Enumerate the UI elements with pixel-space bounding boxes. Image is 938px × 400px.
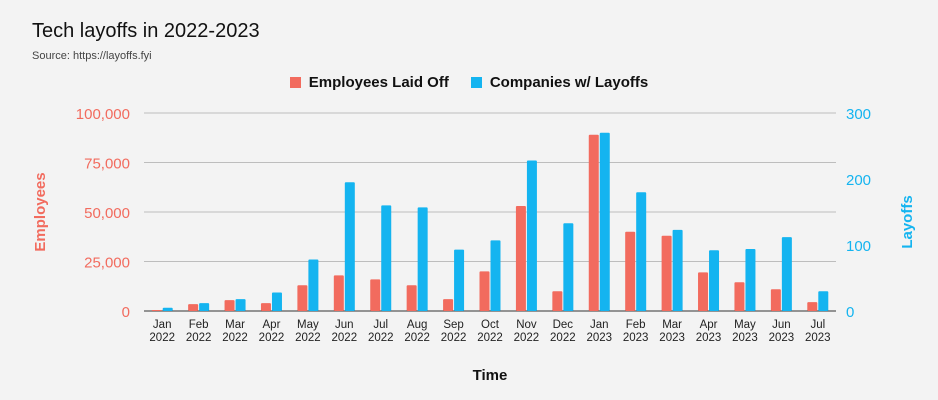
bar-companies	[417, 207, 428, 311]
x-tick-label-month: Feb	[626, 319, 646, 331]
bar-employees	[807, 302, 818, 311]
y-left-axis-title: Employees	[32, 172, 49, 251]
legend-swatch-companies	[470, 77, 482, 88]
x-tick-label-year: 2022	[368, 332, 394, 344]
x-tick-label-year: 2022	[332, 332, 358, 344]
x-tick-label-month: Mar	[225, 319, 245, 331]
bar-companies	[199, 303, 210, 311]
x-tick-label-year: 2023	[586, 332, 612, 344]
bar-companies	[599, 132, 610, 311]
x-tick-label-year: 2022	[441, 332, 467, 344]
y-right-tick-label: 0	[846, 304, 854, 321]
x-tick-label-month: Jan	[590, 319, 609, 331]
bar-companies	[381, 205, 392, 311]
bar-employees	[151, 310, 162, 311]
x-tick-label-month: Jul	[373, 319, 388, 331]
y-right-tick-label: 100	[846, 238, 871, 255]
y-left-tick-label: 75,000	[84, 156, 130, 173]
x-tick-label-month: Apr	[263, 319, 281, 331]
x-tick-label-year: 2023	[769, 332, 795, 344]
x-tick-label-year: 2023	[696, 332, 722, 344]
x-tick-label-year: 2022	[149, 332, 175, 344]
x-tick-label-year: 2022	[514, 332, 540, 344]
bar-employees	[734, 282, 745, 311]
x-tick-label-year: 2022	[550, 332, 576, 344]
legend-label-employees: Employees Laid Off	[308, 74, 449, 91]
bar-companies	[526, 160, 537, 311]
bar-employees	[770, 289, 781, 311]
x-tick-label-year: 2022	[404, 332, 430, 344]
bar-companies	[271, 292, 282, 311]
bar-companies	[235, 299, 246, 311]
bar-companies	[563, 223, 574, 311]
y-left-tick-label: 25,000	[84, 255, 130, 272]
bar-employees	[479, 271, 490, 311]
bar-employees	[260, 303, 271, 311]
x-tick-label-month: Aug	[407, 319, 427, 331]
x-tick-label-year: 2022	[477, 332, 503, 344]
y-right-tick-label: 200	[846, 172, 871, 189]
bar-companies	[490, 240, 501, 311]
x-tick-label-year: 2022	[222, 332, 248, 344]
legend: Employees Laid Off Companies w/ Layoffs	[0, 74, 938, 91]
bar-employees	[515, 206, 526, 311]
bar-employees	[370, 279, 381, 311]
x-tick-label-month: Jan	[153, 319, 172, 331]
bar-companies	[672, 229, 683, 311]
bar-employees	[333, 275, 344, 311]
bar-employees	[188, 304, 199, 311]
x-tick-label-year: 2023	[805, 332, 831, 344]
bar-employees	[406, 285, 417, 311]
bar-companies	[781, 237, 792, 311]
bar-companies	[818, 291, 829, 311]
x-tick-label-month: Jun	[772, 319, 791, 331]
x-tick-label-year: 2023	[732, 332, 758, 344]
x-tick-label-month: May	[297, 319, 319, 331]
bar-companies	[709, 250, 720, 311]
bar-employees	[443, 299, 454, 311]
bar-companies	[636, 192, 647, 311]
y-left-tick-label: 100,000	[76, 106, 130, 123]
x-tick-label-month: May	[734, 319, 756, 331]
x-tick-label-month: Jun	[335, 319, 354, 331]
x-tick-label-year: 2023	[659, 332, 685, 344]
x-tick-label-month: Sep	[443, 319, 463, 331]
y-left-tick-label: 0	[122, 304, 130, 321]
y-left-tick-label: 50,000	[84, 205, 130, 222]
y-right-tick-label: 300	[846, 106, 871, 123]
legend-item-companies[interactable]: Companies w/ Layoffs	[470, 74, 649, 91]
x-tick-label-year: 2022	[259, 332, 285, 344]
bar-companies	[308, 259, 319, 311]
legend-label-companies: Companies w/ Layoffs	[489, 74, 649, 91]
x-tick-label-year: 2022	[295, 332, 321, 344]
x-tick-label-year: 2023	[623, 332, 649, 344]
bar-employees	[588, 134, 599, 311]
legend-item-employees[interactable]: Employees Laid Off	[289, 74, 449, 91]
x-tick-label-month: Mar	[662, 319, 682, 331]
x-tick-label-month: Oct	[481, 319, 500, 331]
x-tick-label-month: Nov	[516, 319, 537, 331]
bar-employees	[552, 291, 563, 311]
legend-swatch-employees	[289, 77, 301, 88]
bar-companies	[454, 249, 465, 311]
bar-employees	[625, 231, 636, 311]
bar-companies	[745, 248, 756, 311]
bar-companies	[344, 182, 355, 311]
bar-employees	[698, 272, 709, 311]
x-tick-label-month: Feb	[189, 319, 209, 331]
chart-title: Tech layoffs in 2022-2023	[32, 20, 260, 42]
y-right-axis-title: Layoffs	[899, 195, 916, 248]
x-tick-label-month: Jul	[810, 319, 825, 331]
x-tick-label-month: Apr	[700, 319, 718, 331]
x-tick-label-year: 2022	[186, 332, 212, 344]
x-tick-label-month: Dec	[553, 319, 574, 331]
bar-employees	[224, 300, 235, 311]
bar-employees	[297, 285, 308, 311]
x-axis-title: Time	[473, 367, 508, 384]
bar-companies	[162, 307, 173, 311]
chart-subtitle: Source: https://layoffs.fyi	[32, 50, 152, 62]
bar-employees	[661, 235, 672, 311]
